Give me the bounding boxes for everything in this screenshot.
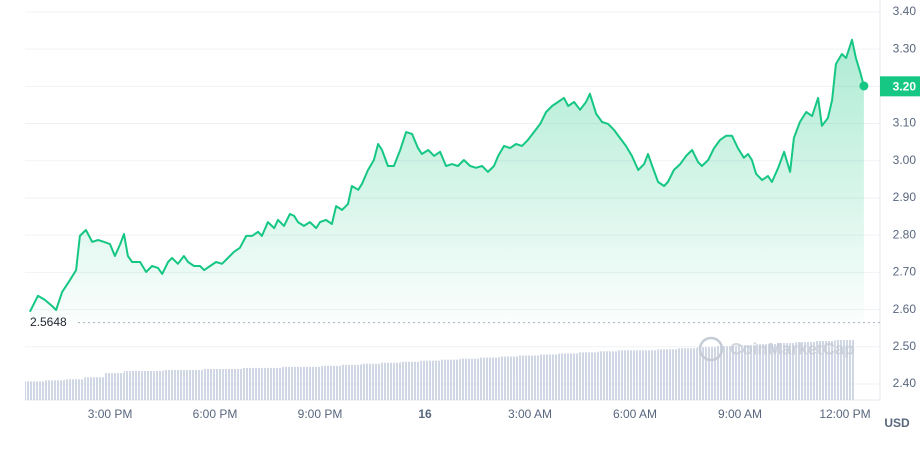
labels: 2.40 2.50 2.60 2.70 2.80 2.90 3.00 3.10 3.20 3.30… bbox=[30, 4, 920, 430]
price-line bbox=[29, 38, 865, 313]
volume-bar bbox=[795, 342, 816, 400]
current-price-badge bbox=[880, 76, 920, 97]
watermark-logo bbox=[698, 336, 724, 362]
plot bbox=[29, 38, 880, 324]
x-tick-label: 9:00 PM bbox=[298, 407, 343, 421]
current-price-label: 3.20 bbox=[893, 79, 917, 93]
x-tick-label: 6:00 AM bbox=[613, 407, 657, 421]
x-tick-label: 12:00 PM bbox=[819, 407, 870, 421]
volume-bar bbox=[578, 352, 599, 400]
x-tick-label: 6:00 PM bbox=[193, 407, 238, 421]
open-price-label: 2.5648 bbox=[30, 315, 67, 329]
last-point bbox=[859, 81, 869, 91]
y-tick-label: 2.40 bbox=[893, 376, 917, 390]
volume-bar bbox=[558, 353, 579, 400]
x-tick-label: 16 bbox=[418, 407, 432, 421]
volume-bar bbox=[123, 371, 144, 400]
volume-bar bbox=[84, 377, 105, 400]
x-tick-label: 3:00 PM bbox=[88, 407, 133, 421]
volume-bar bbox=[321, 365, 342, 400]
volume-bar bbox=[301, 366, 322, 400]
y-tick-label: 2.90 bbox=[893, 190, 917, 204]
volume-bar bbox=[64, 379, 85, 400]
volume-bar bbox=[835, 340, 855, 400]
volume-bar bbox=[617, 350, 638, 400]
volume-bar bbox=[281, 366, 302, 400]
y-tick-label: 2.80 bbox=[893, 227, 917, 241]
volume-bar bbox=[598, 351, 618, 400]
y-tick-label: 3.00 bbox=[893, 153, 917, 167]
currency-label: USD bbox=[884, 416, 910, 430]
volume: CoinMarketCap bbox=[25, 336, 855, 400]
y-tick-label: 3.40 bbox=[893, 4, 917, 18]
volume-bar bbox=[183, 370, 203, 400]
volume-bar bbox=[519, 355, 539, 400]
volume-bar bbox=[440, 359, 460, 400]
volume-bar bbox=[696, 347, 717, 400]
watermark: CoinMarketCap bbox=[730, 339, 855, 358]
y-tick-label: 3.10 bbox=[893, 116, 917, 130]
volume-bar bbox=[202, 368, 223, 400]
volume-bar bbox=[677, 348, 697, 400]
volume-bar bbox=[242, 367, 263, 400]
volume-bar bbox=[459, 358, 480, 400]
price-area bbox=[29, 39, 864, 323]
volume-bar bbox=[815, 341, 836, 400]
volume-bar bbox=[44, 380, 65, 400]
volume-bar bbox=[143, 371, 164, 400]
volume-bar bbox=[222, 368, 243, 400]
volume-bar bbox=[657, 349, 678, 400]
volume-bar bbox=[775, 343, 796, 400]
volume-bar bbox=[360, 363, 381, 400]
volume-bar bbox=[25, 381, 45, 400]
volume-bar bbox=[163, 370, 184, 400]
volume-bar bbox=[716, 346, 737, 400]
volume-bar bbox=[736, 345, 757, 400]
y-tick-label: 2.60 bbox=[893, 302, 917, 316]
volume-bar bbox=[380, 362, 401, 400]
volume-bar bbox=[538, 354, 559, 400]
x-tick-label: 9:00 AM bbox=[718, 407, 762, 421]
volume-bar bbox=[637, 350, 658, 400]
volume-bar bbox=[400, 361, 421, 400]
volume-bar bbox=[499, 356, 520, 400]
volume-bar bbox=[262, 367, 282, 400]
x-tick-label: 3:00 AM bbox=[508, 407, 552, 421]
volume-bar bbox=[756, 344, 776, 400]
y-tick-label: 3.30 bbox=[893, 41, 917, 55]
y-tick-label: 2.50 bbox=[893, 339, 917, 353]
volume-bar bbox=[479, 357, 500, 400]
volume-bar bbox=[341, 364, 361, 400]
volume-bar bbox=[104, 373, 124, 400]
volume-bar bbox=[420, 360, 440, 400]
y-tick-label: 2.70 bbox=[893, 265, 917, 279]
